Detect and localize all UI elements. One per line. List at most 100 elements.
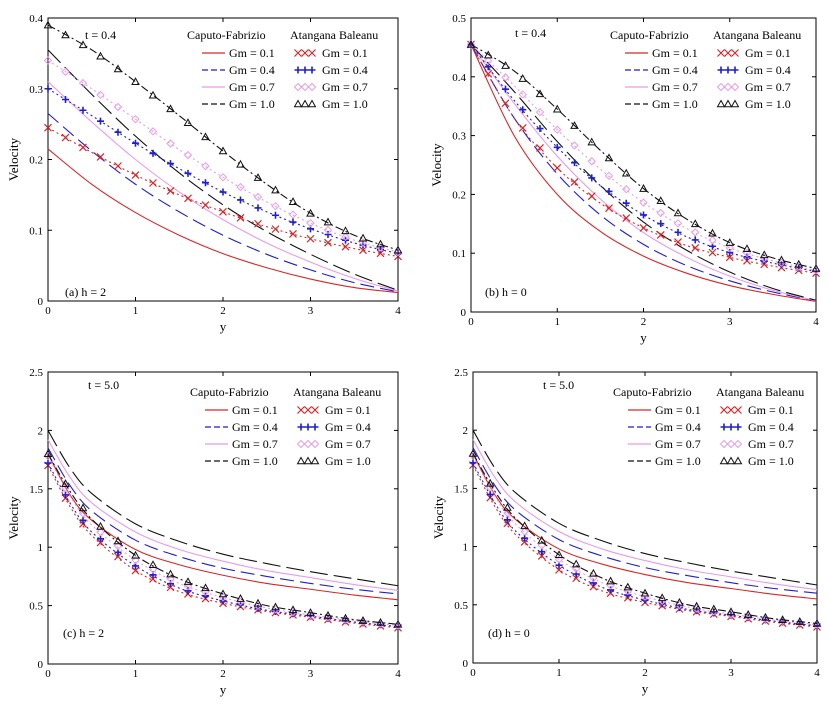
diamond-marker-icon [293, 82, 303, 92]
diamond-marker-icon [716, 82, 726, 92]
data-point-marker [777, 255, 786, 264]
data-point-marker [113, 102, 123, 112]
data-point-marker [587, 157, 596, 166]
y-tick-label: 2 [463, 425, 469, 437]
data-point-marker [43, 56, 53, 65]
data-point-marker [61, 30, 70, 39]
cross-marker-icon [294, 49, 302, 57]
data-point-marker [536, 144, 544, 152]
legend-ab-title: Atangana Baleanu [293, 385, 381, 399]
cf-series-line-1 [47, 453, 399, 601]
legend-cf-label: Gm = 0.1 [232, 403, 278, 417]
cf-series-line-3 [47, 439, 399, 591]
chart-panel-3: 0 1 2 3 4 0 0.5 1 1.5 2 2.5 y Velocity t = 5.0 (c) h =… [6, 367, 403, 697]
data-point-marker [501, 73, 510, 82]
plus-marker-icon [724, 66, 732, 74]
data-point-marker [708, 235, 717, 245]
data-point-marker [202, 179, 209, 187]
data-point-marker [536, 125, 544, 133]
data-point-marker [761, 612, 770, 621]
data-point-marker [131, 114, 140, 124]
data-point-marker [623, 582, 633, 591]
panel-label: (a) h = 2 [65, 285, 106, 299]
data-point-marker [795, 617, 805, 625]
x-tick-label: 1 [556, 667, 562, 679]
data-point-marker [466, 39, 476, 48]
cross-marker-icon [301, 49, 309, 57]
data-point-marker [570, 121, 579, 129]
y-tick-label: 0.4 [452, 72, 466, 84]
x-tick-label: 1 [133, 305, 139, 317]
data-point-marker [518, 124, 527, 132]
triangle-marker-icon [310, 456, 320, 465]
triangle-marker-icon [730, 99, 740, 108]
data-point-marker [113, 536, 123, 545]
legend-cf-label: Gm = 0.7 [655, 437, 701, 451]
cf-series-line-1 [47, 148, 399, 294]
data-point-marker [183, 118, 193, 127]
y-tick-label: 0 [38, 659, 44, 671]
data-point-marker [572, 574, 581, 583]
data-point-marker [742, 244, 752, 253]
data-point-marker [341, 242, 350, 251]
ab-series-line-2 [470, 44, 817, 272]
diamond-marker-icon [733, 439, 743, 449]
data-point-marker [166, 569, 175, 578]
data-point-marker [794, 259, 804, 268]
legend-cf-title: Caputo-Fabrizio [187, 28, 266, 42]
data-point-marker [148, 127, 158, 136]
data-point-marker [358, 233, 368, 242]
data-point-marker [114, 162, 122, 170]
data-point-marker [201, 132, 210, 141]
data-point-marker [535, 107, 545, 117]
diamond-marker-icon [723, 82, 733, 92]
legend-cf-title: Caputo-Fabrizio [190, 385, 269, 399]
data-point-marker [113, 64, 123, 73]
cf-series-line-1 [470, 44, 817, 302]
data-point-marker [149, 575, 157, 583]
data-point-marker [725, 243, 734, 253]
data-point-marker [639, 223, 648, 232]
triangle-marker-icon [723, 99, 733, 108]
data-point-marker [552, 104, 562, 113]
legend-cf-label: Gm = 0.4 [652, 63, 698, 77]
data-point-marker [183, 577, 193, 586]
legend-cf-title: Caputo-Fabrizio [610, 28, 689, 42]
data-point-marker [323, 217, 333, 226]
legend: Caputo-Fabrizio Atangana Baleanu Gm = 0.1 G… [613, 385, 804, 468]
legend-ab-label: Gm = 0.4 [748, 420, 794, 434]
y-tick-label: 0 [38, 296, 44, 308]
data-point-marker [621, 168, 631, 177]
plus-marker-icon [311, 423, 319, 431]
data-point-marker [61, 479, 70, 487]
data-point-marker [622, 199, 630, 207]
legend-ab-label: Gm = 1.0 [322, 97, 368, 111]
y-tick-label: 0.5 [29, 601, 43, 613]
data-point-marker [271, 602, 280, 611]
data-point-marker [502, 85, 509, 93]
data-point-marker [253, 192, 263, 202]
data-point-marker [483, 50, 493, 59]
data-point-marker [468, 448, 478, 457]
x-tick-label: 4 [395, 668, 401, 680]
cf-series-line-3 [472, 439, 818, 591]
data-point-marker [673, 219, 683, 228]
legend-cf-label: Gm = 0.1 [652, 46, 698, 60]
data-point-marker [606, 576, 615, 585]
legend-cf-label: Gm = 0.7 [652, 80, 698, 94]
data-point-marker [570, 178, 579, 186]
legend-cf-label: Gm = 0.7 [229, 80, 275, 94]
legend-cf-label: Gm = 0.4 [229, 63, 275, 77]
data-point-marker [61, 67, 70, 76]
legend-cf-label: Gm = 1.0 [229, 97, 275, 111]
legend-ab-label: Gm = 0.7 [322, 80, 368, 94]
legend-cf-title: Caputo-Fabrizio [613, 385, 692, 399]
data-point-marker [604, 153, 614, 162]
data-point-marker [743, 256, 751, 265]
triangle-marker-icon [303, 456, 313, 465]
plus-marker-icon [294, 66, 302, 74]
data-point-marker [589, 582, 598, 591]
cf-series-line-4 [47, 49, 399, 291]
y-axis-label: Velocity [429, 143, 444, 187]
data-point-marker [253, 173, 263, 181]
